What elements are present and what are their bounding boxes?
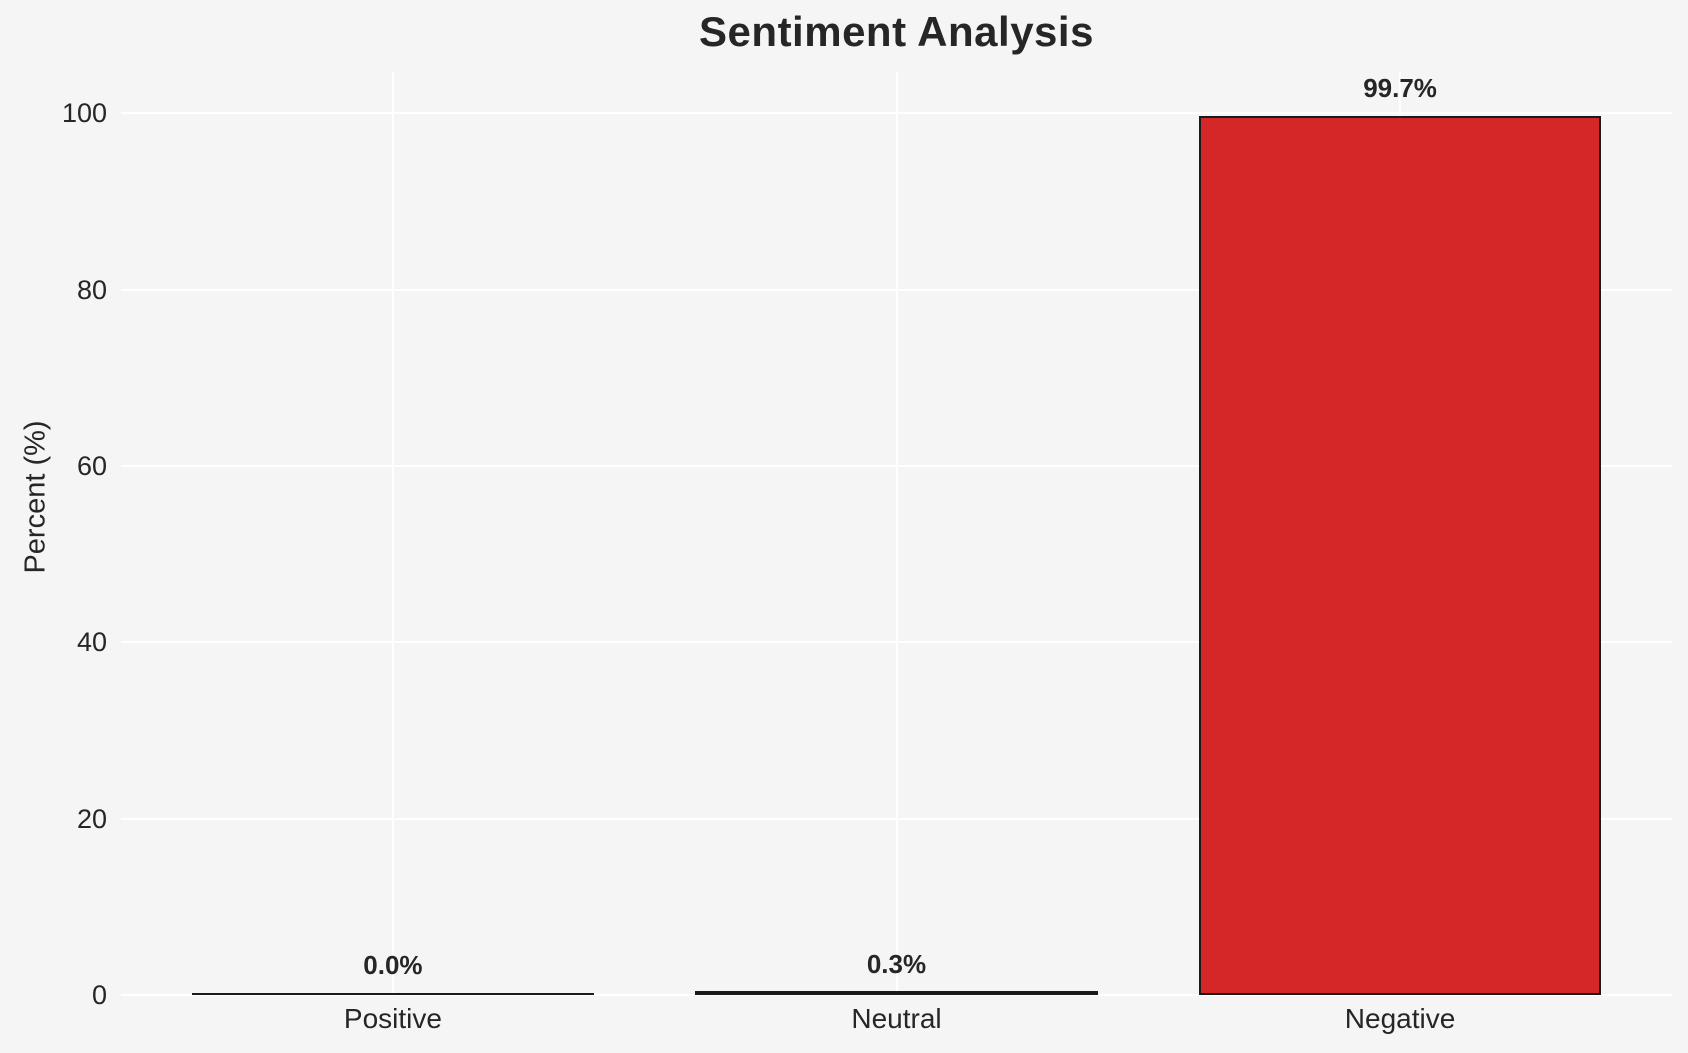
bar-value-label: 0.0% bbox=[363, 950, 423, 980]
bar-value-label: 99.7% bbox=[1363, 73, 1437, 104]
y-tick-label: 40 bbox=[76, 627, 107, 658]
bar-positive bbox=[191, 993, 595, 995]
bar-negative bbox=[1198, 116, 1602, 995]
h-gridline-0 bbox=[121, 994, 1672, 996]
y-tick-label: 20 bbox=[76, 803, 107, 834]
chart-title: Sentiment Analysis bbox=[699, 8, 1094, 55]
y-tick-label: 60 bbox=[76, 451, 107, 482]
x-tick-label-negative: Negative bbox=[1344, 1003, 1456, 1034]
y-tick-label: 0 bbox=[91, 980, 107, 1010]
bar-value-label: 0.3% bbox=[866, 949, 927, 980]
plot-area: 0.0% 0.3% 99.7% bbox=[121, 72, 1672, 996]
y-tick-label: 80 bbox=[76, 274, 107, 305]
x-tick-label-positive: Positive bbox=[343, 1003, 442, 1034]
v-gridline-positive bbox=[391, 72, 394, 995]
v-gridline-neutral bbox=[895, 72, 898, 995]
bar-neutral bbox=[695, 991, 1098, 995]
y-tick-label: 100 bbox=[61, 98, 107, 129]
x-tick-label-neutral: Neutral bbox=[851, 1003, 942, 1034]
y-axis-label: Percent (%) bbox=[19, 420, 52, 574]
